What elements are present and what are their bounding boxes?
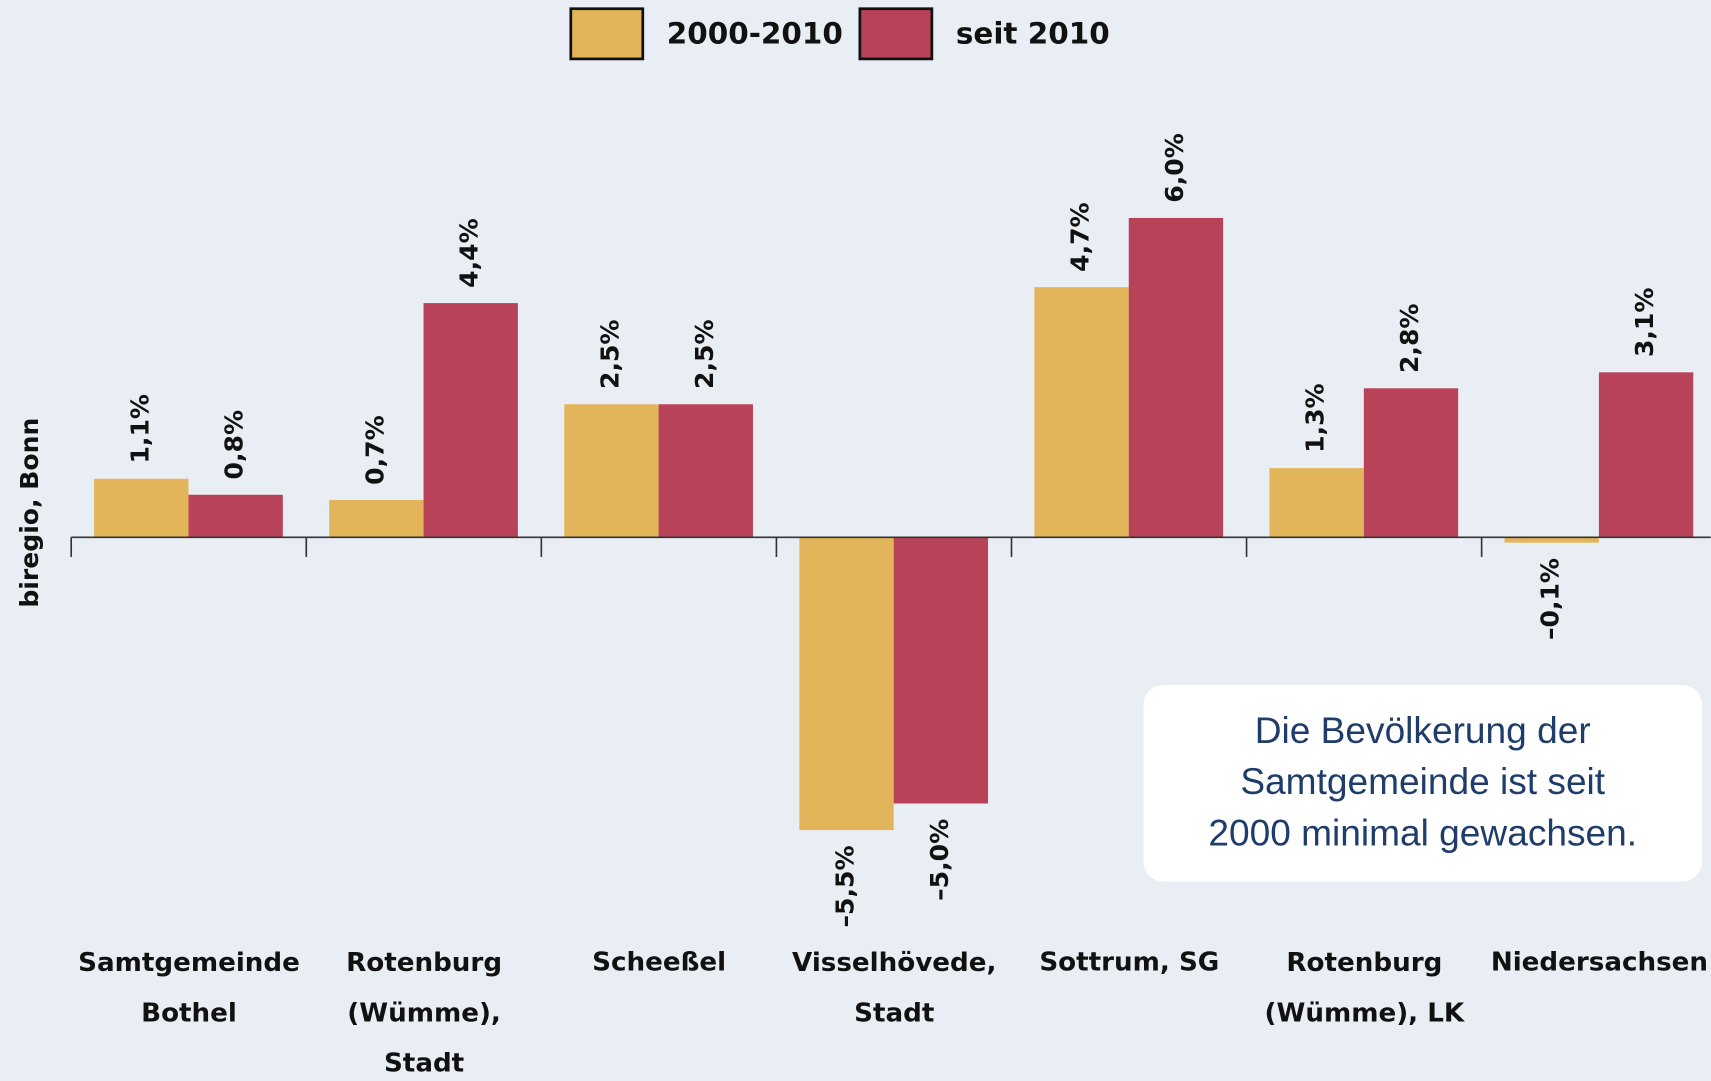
value-label: 4,4% bbox=[455, 218, 484, 288]
bar bbox=[799, 537, 894, 831]
bar bbox=[94, 478, 189, 538]
annotation-box bbox=[1143, 685, 1702, 882]
bar bbox=[1269, 468, 1364, 538]
bar bbox=[1363, 388, 1459, 538]
x-tick-label: Niedersachsen bbox=[1491, 948, 1708, 978]
value-label: 1,3% bbox=[1301, 383, 1330, 453]
bar bbox=[564, 404, 659, 538]
bar bbox=[1034, 287, 1129, 538]
annotation-text: Die Bevölkerung der bbox=[1255, 709, 1591, 751]
bar bbox=[423, 303, 518, 538]
value-label: 2,5% bbox=[595, 319, 624, 389]
legend-swatch bbox=[858, 7, 934, 61]
value-label: 3,1% bbox=[1630, 287, 1659, 357]
bar bbox=[188, 494, 283, 538]
annotation-text: Samtgemeinde ist seit bbox=[1240, 760, 1605, 802]
legend-label: 2000-2010 bbox=[667, 16, 843, 50]
x-tick-label: Visselhövede, Stadt bbox=[792, 948, 996, 1028]
value-label: 2,5% bbox=[690, 319, 719, 389]
x-tick-label: Scheeßel bbox=[592, 948, 726, 978]
value-label: 4,7% bbox=[1066, 202, 1095, 272]
bar bbox=[1598, 372, 1694, 538]
value-label: –0,1% bbox=[1536, 558, 1565, 640]
value-label: –5,5% bbox=[831, 845, 860, 927]
bar bbox=[893, 537, 989, 804]
bar bbox=[329, 500, 424, 538]
value-label: 0,7% bbox=[360, 415, 389, 485]
annotation-text: 2000 minimal gewachsen. bbox=[1208, 811, 1637, 853]
x-tick-label: Sottrum, SG bbox=[1039, 948, 1219, 978]
legend-label: seit 2010 bbox=[956, 16, 1110, 50]
value-label: 0,8% bbox=[220, 410, 249, 480]
x-tick-label: Rotenburg (Wümme), LK bbox=[1265, 948, 1466, 1028]
value-label: 2,8% bbox=[1395, 303, 1424, 373]
value-label: 1,1% bbox=[125, 394, 154, 464]
value-label: –5,0% bbox=[925, 819, 954, 901]
bar bbox=[1504, 537, 1599, 543]
bar bbox=[1128, 217, 1224, 538]
source-label: biregio, Bonn bbox=[15, 418, 44, 608]
bar bbox=[658, 404, 753, 538]
legend-swatch bbox=[569, 7, 645, 61]
x-tick-label: Samtgemeinde Bothel bbox=[78, 948, 300, 1028]
value-label: 6,0% bbox=[1160, 133, 1189, 203]
x-tick-label: Rotenburg (Wümme), Stadt bbox=[346, 948, 502, 1078]
